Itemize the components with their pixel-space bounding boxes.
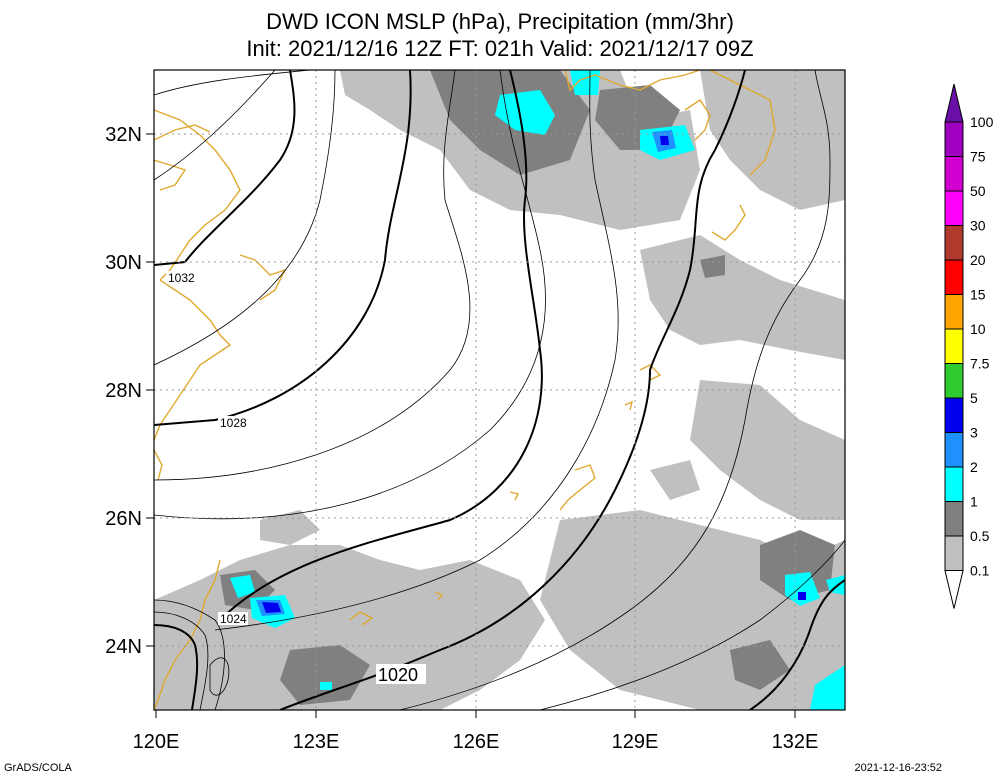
colorbar-segment: [944, 363, 964, 399]
colorbar-tick-label: 50: [970, 183, 986, 199]
isobar-layer: [154, 70, 845, 710]
colorbar-tick-label: 3: [970, 425, 978, 441]
graticule: [154, 70, 845, 710]
colorbar-segment: [944, 466, 964, 502]
map-title-line-2: Init: 2021/12/16 12Z FT: 021h Valid: 202…: [246, 36, 754, 61]
colorbar-segment: [944, 535, 964, 571]
colorbar-tick-label: 10: [970, 321, 986, 337]
colorbar-tick-label: 0.1: [970, 563, 990, 579]
colorbar-tick-label: 75: [970, 149, 986, 165]
lon-label: 123E: [293, 731, 340, 753]
colorbar-tick-label: 1: [970, 494, 978, 510]
isobar-label-1024: 1024: [220, 612, 247, 626]
lat-label: 32N: [105, 124, 142, 146]
isobar-label-1020: 1020: [378, 665, 418, 685]
lon-label: 129E: [612, 731, 659, 753]
isobar-label-layer: 1032 1028 1024 1020: [166, 271, 426, 685]
colorbar-tick-label: 30: [970, 218, 986, 234]
colorbar-tick-label: 7.5: [970, 356, 990, 372]
colorbar-segment: [944, 259, 964, 295]
colorbar-tick-label: 20: [970, 252, 986, 268]
isobar-label-1032: 1032: [168, 271, 195, 285]
lon-label: 120E: [133, 731, 180, 753]
axis-label-layer: 120E 123E 126E 129E 132E 24N 26N 28N 30N…: [105, 124, 818, 753]
colorbar-segment: [944, 501, 964, 537]
colorbar-top-arrow: [944, 83, 964, 123]
lat-label: 28N: [105, 380, 142, 402]
colorbar-segment: [944, 328, 964, 364]
colorbar-segment: [944, 294, 964, 330]
lon-label: 132E: [772, 731, 819, 753]
colorbar-tick-label: 2: [970, 459, 978, 475]
colorbar-tick-label: 15: [970, 287, 986, 303]
precipitation-field: [154, 70, 845, 710]
colorbar-segment: [944, 190, 964, 226]
colorbar-tick-label: 5: [970, 390, 978, 406]
colorbar-tick-label: 100: [970, 114, 994, 130]
lon-label: 126E: [453, 731, 500, 753]
colorbar-segment: [944, 225, 964, 261]
colorbar-tick-label: 0.5: [970, 528, 990, 544]
coastline-layer: [154, 70, 776, 710]
footer-credit: GrADS/COLA: [4, 762, 72, 774]
axis-ticks: [146, 133, 796, 718]
colorbar-segment: [944, 121, 964, 157]
isobar-label-1028: 1028: [220, 416, 247, 430]
lat-label: 26N: [105, 508, 142, 530]
colorbar-labels: 100 75 50 30 20 15 10 7.5 5 3 2 1 0.5 0.1: [970, 114, 994, 579]
footer-timestamp: 2021-12-16-23:52: [854, 762, 942, 774]
lat-label: 30N: [105, 252, 142, 274]
precipitation-colorbar: [944, 83, 964, 609]
colorbar-segment: [944, 397, 964, 433]
colorbar-bottom-arrow: [944, 570, 964, 609]
colorbar-segment: [944, 156, 964, 192]
lat-label: 24N: [105, 636, 142, 658]
colorbar-segment: [944, 432, 964, 468]
map-title-line-1: DWD ICON MSLP (hPa), Precipitation (mm/3…: [266, 9, 734, 34]
